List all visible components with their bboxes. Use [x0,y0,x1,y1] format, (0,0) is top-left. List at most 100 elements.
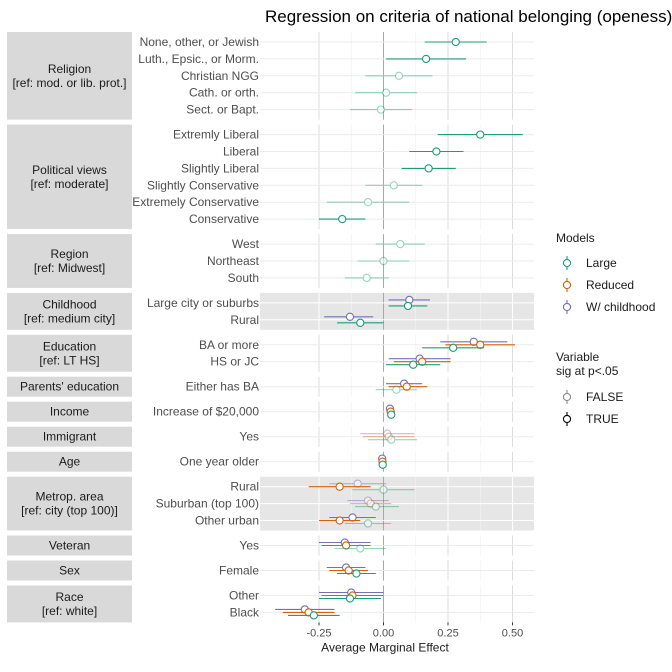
row-label: None, other, or Jewish [140,35,259,49]
point-estimate [356,318,365,327]
group-label: Region [50,247,88,261]
x-tick-label: 0.25 [437,627,458,639]
group-strip [7,376,132,397]
point-estimate [371,502,380,511]
point-estimate [394,71,404,80]
estimate-large [378,460,387,469]
row-label: Conservative [189,212,259,226]
row-label: Large city or suburbs [147,296,259,310]
group-strip [7,476,132,531]
row-label: HS or JC [210,355,259,369]
point-estimate [409,360,418,369]
group-strip [7,32,132,120]
row-label: Yes [239,430,259,444]
group-label: Childhood [42,297,96,311]
group-label: Parents' education [20,380,119,394]
x-tick-label: 0.50 [502,627,523,639]
estimate-large [344,519,392,528]
estimate-reduced [388,382,428,391]
x-tick-label: 0.00 [373,627,394,639]
point-estimate [344,566,353,575]
group-strip [7,451,132,472]
estimate-large [437,130,523,139]
point-estimate [387,435,396,444]
estimate-large [409,147,464,156]
legend-key-sig [562,390,572,404]
panel-group: Education[ref: LT HS] BA or more HS or JC [7,334,534,372]
group-label: Immigrant [43,430,97,444]
point-estimate [421,54,431,64]
estimate-large [337,318,384,327]
point-estimate [418,357,427,366]
estimate-large [352,485,415,494]
point-estimate [341,541,351,550]
point-estimate [356,544,365,553]
estimate-reduced [321,541,371,550]
legend-item-sig: FALSE [586,390,623,404]
group-label: Education [43,339,96,353]
estimate-reduced [349,499,392,508]
estimate-large [368,435,418,444]
row-label: Christian NGG [181,69,259,83]
estimate-w-childhood [324,312,374,321]
estimate-large [365,181,423,190]
point-estimate [381,88,391,97]
row-label: Suburban (top 100) [156,497,259,511]
group-label: Age [59,455,81,469]
estimate-w-childhood [360,429,415,438]
point-estimate [387,410,396,419]
panel-background [260,334,534,372]
point-estimate [451,37,460,47]
point-estimate [476,130,485,139]
point-estimate [476,340,485,349]
point-estimate [402,382,411,391]
estimate-large [355,88,418,97]
row-label: West [232,237,260,251]
legend-key-point [562,280,572,290]
point-estimate [348,513,357,522]
group-label: Race [55,590,83,604]
row-label: Either has BA [186,380,259,394]
estimate-reduced [362,432,415,441]
estimate-large [357,256,410,266]
estimate-reduced [308,482,371,491]
point-estimate [432,147,441,156]
estimate-large [326,198,410,207]
x-tick-label: -0.25 [306,627,331,639]
estimate-large [375,385,418,394]
group-strip [7,234,132,288]
group-label: [ref: mod. or lib. prot.] [12,76,126,90]
row-label: South [228,271,259,285]
panel-group: Political views[ref: moderate] Extremly L… [7,124,534,230]
panel-background [260,124,534,230]
estimate-reduced [393,357,451,366]
group-label: Veteran [49,539,90,553]
panel-group: Childhood[ref: medium city] Large city or… [7,292,534,330]
row-label: Rural [230,480,259,494]
panel-group: Parents' education Either has BA [7,376,534,397]
estimate-large [319,214,366,224]
row-label: Increase of $20,000 [153,405,259,419]
group-strip [7,585,132,623]
x-axis-title: Average Marginal Effect [321,640,449,654]
estimate-large [375,239,425,249]
point-estimate [392,385,401,394]
group-label: Income [50,405,90,419]
point-estimate [389,181,398,190]
row-label: Extremly Liberal [173,128,259,142]
estimate-large [401,164,456,173]
panel-group: Religion[ref: mod. or lib. prot.] None, o… [7,32,534,120]
legend-key-point [562,258,572,268]
group-label: [ref: medium city] [24,311,115,325]
estimate-large [387,410,396,419]
legend: Models Large Reduced W/ childhood Variablesi… [556,231,655,426]
group-strip [7,535,132,556]
group-label: [ref: city (top 100)] [21,504,118,518]
group-strip [7,292,132,330]
row-label: Liberal [223,145,259,159]
legend-key-sig [562,412,572,426]
point-estimate [345,594,355,603]
group-label: [ref: moderate] [30,177,108,191]
point-estimate [363,198,373,207]
